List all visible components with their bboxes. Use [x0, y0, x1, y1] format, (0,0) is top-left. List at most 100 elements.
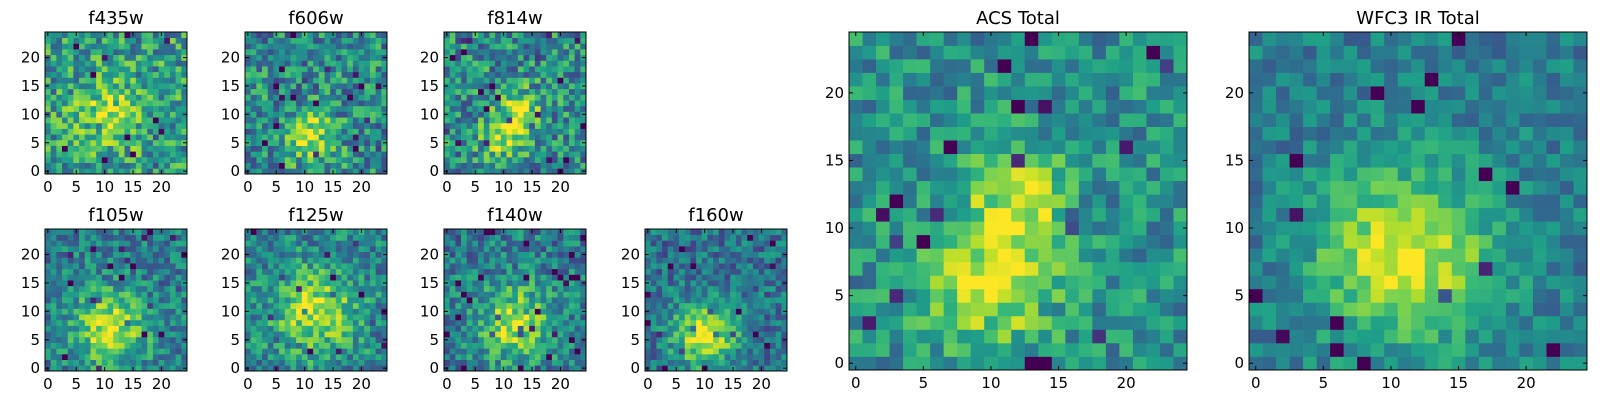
heatmap-cell	[523, 134, 530, 141]
heatmap-cell	[335, 88, 342, 95]
heatmap-cell	[84, 145, 91, 152]
heatmap-cell	[141, 77, 148, 84]
heatmap-cell	[101, 66, 108, 73]
heatmap-cell	[667, 365, 674, 372]
heatmap-cell	[540, 336, 547, 343]
heatmap-cell	[489, 240, 496, 247]
heatmap-cell	[540, 285, 547, 292]
heatmap-cell	[690, 229, 697, 236]
heatmap-cell	[147, 139, 154, 146]
heatmap-cell	[568, 88, 575, 95]
heatmap-cell	[290, 234, 297, 241]
heatmap-cell	[56, 246, 63, 253]
heatmap-cell	[273, 263, 280, 270]
heatmap-cell	[245, 342, 252, 349]
heatmap-cell	[169, 359, 176, 366]
heatmap-cell	[517, 302, 524, 309]
heatmap-cell	[84, 365, 91, 372]
heatmap-cell	[1024, 315, 1039, 330]
heatmap-cell	[1051, 167, 1066, 182]
heatmap-cell	[775, 274, 782, 281]
y-tick-label: 10	[221, 302, 240, 320]
heatmap-cell	[478, 105, 485, 112]
heatmap-cell	[335, 122, 342, 129]
heatmap-cell	[118, 168, 125, 175]
heatmap-cell	[381, 229, 388, 236]
x-tick-label: 10	[695, 375, 714, 393]
heatmap-cell	[375, 308, 382, 315]
heatmap-cell	[273, 77, 280, 84]
heatmap-cell	[347, 139, 354, 146]
heatmap-cell	[250, 280, 257, 287]
heatmap-cell	[512, 251, 519, 258]
heatmap-cell	[551, 122, 558, 129]
heatmap-cell	[574, 49, 581, 56]
heatmap-cell	[563, 88, 570, 95]
heatmap-cell	[375, 94, 382, 101]
heatmap-cell	[735, 246, 742, 253]
heatmap-cell	[1038, 315, 1053, 330]
heatmap-cell	[444, 100, 451, 107]
heatmap-cell	[301, 257, 308, 264]
heatmap-cell	[107, 168, 114, 175]
heatmap-cell	[1051, 180, 1066, 195]
heatmap-cell	[56, 268, 63, 275]
heatmap-cell	[164, 234, 171, 241]
heatmap-cell	[684, 331, 691, 338]
heatmap-cell	[483, 336, 490, 343]
heatmap-cell	[113, 54, 120, 61]
heatmap-cell	[478, 88, 485, 95]
heatmap-cell	[495, 342, 502, 349]
heatmap-cell	[580, 314, 587, 321]
heatmap-cell	[284, 331, 291, 338]
heatmap-cell	[135, 145, 142, 152]
heatmap-cell	[124, 134, 131, 141]
heatmap-cell	[290, 128, 297, 135]
heatmap-cell	[557, 331, 564, 338]
heatmap-cell	[930, 180, 944, 195]
heatmap-cell	[273, 274, 280, 281]
heatmap-cell	[540, 94, 547, 101]
heatmap-cell	[135, 359, 142, 366]
heatmap-cell	[62, 162, 69, 169]
heatmap-cell	[96, 117, 103, 124]
heatmap-cell	[124, 88, 131, 95]
heatmap-cell	[284, 297, 291, 304]
heatmap-cell	[250, 100, 257, 107]
heatmap-cell	[324, 314, 331, 321]
heatmap-cell	[1038, 248, 1053, 263]
heatmap-cell	[279, 302, 286, 309]
heatmap-cell	[557, 336, 564, 343]
heatmap-cell	[557, 257, 564, 264]
heatmap-cell	[273, 336, 280, 343]
heatmap-cell	[551, 353, 558, 360]
heatmap-cell	[96, 263, 103, 270]
heatmap-cell	[500, 342, 507, 349]
heatmap-cell	[273, 234, 280, 241]
heatmap-cell	[775, 353, 782, 360]
heatmap-cell	[656, 229, 663, 236]
heatmap-cell	[512, 94, 519, 101]
heatmap-cell	[113, 77, 120, 84]
heatmap-cell	[478, 83, 485, 90]
heatmap-cell	[341, 291, 348, 298]
heatmap-cell	[164, 302, 171, 309]
y-tick-label: 20	[21, 246, 40, 264]
heatmap-cell	[997, 329, 1012, 344]
heatmap-cell	[113, 263, 120, 270]
heatmap-cell	[489, 66, 496, 73]
heatmap-cell	[769, 280, 776, 287]
heatmap-cell	[262, 308, 269, 315]
heatmap-cell	[130, 336, 137, 343]
heatmap-cell	[67, 280, 74, 287]
heatmap-cell	[313, 263, 320, 270]
heatmap-cell	[718, 353, 725, 360]
heatmap-cell	[557, 94, 564, 101]
heatmap-cell	[330, 77, 337, 84]
heatmap-cell	[245, 162, 252, 169]
heatmap-cell	[56, 71, 63, 78]
heatmap-cell	[124, 122, 131, 129]
heatmap-cell	[84, 151, 91, 158]
heatmap-cell	[324, 308, 331, 315]
heatmap-cell	[997, 194, 1012, 209]
